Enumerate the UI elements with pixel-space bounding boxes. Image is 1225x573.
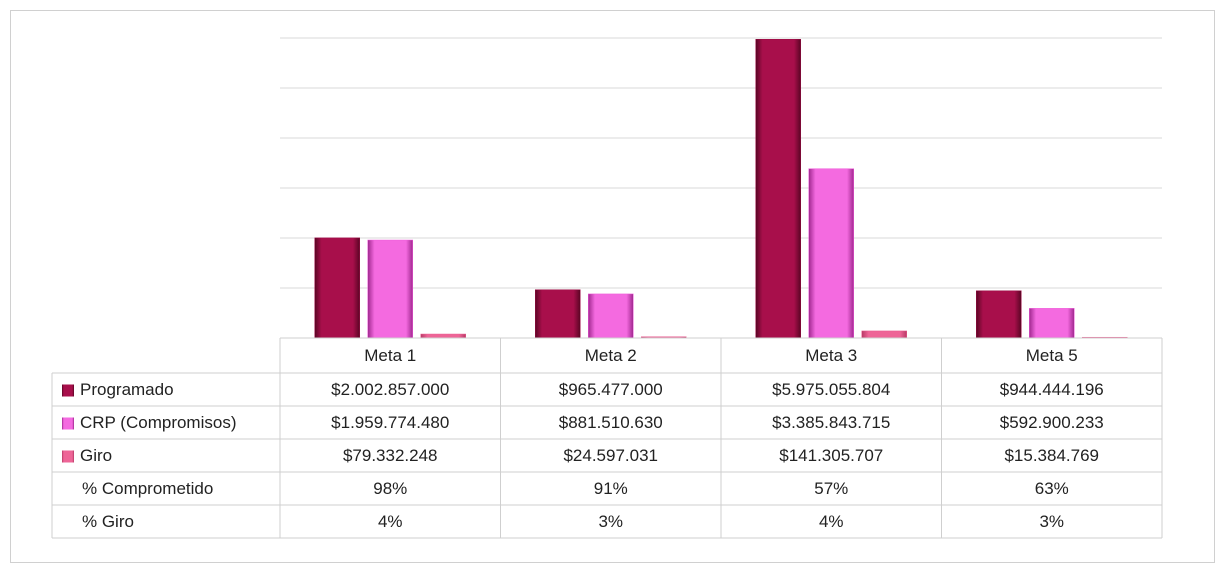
table-cell: $881.510.630 xyxy=(559,413,663,432)
table-cell: $2.002.857.000 xyxy=(331,380,449,399)
x-tick-label: Meta 3 xyxy=(805,346,857,365)
row-label: % Comprometido xyxy=(82,479,213,498)
table-cell: $965.477.000 xyxy=(559,380,663,399)
row-label: % Giro xyxy=(82,512,134,531)
table-cell: 3% xyxy=(598,512,623,531)
table-cell: $79.332.248 xyxy=(343,446,438,465)
table-cell: $24.597.031 xyxy=(563,446,658,465)
bar xyxy=(588,293,634,339)
table-cell: $5.975.055.804 xyxy=(772,380,890,399)
x-tick-label: Meta 1 xyxy=(364,346,416,365)
table-cell: $592.900.233 xyxy=(1000,413,1104,432)
legend-label: Programado xyxy=(80,380,174,399)
chart-border xyxy=(10,10,1215,563)
legend-key xyxy=(62,417,74,430)
bar xyxy=(420,333,466,339)
table-cell: 63% xyxy=(1035,479,1069,498)
bar xyxy=(755,38,801,339)
legend-key xyxy=(62,450,74,463)
bar xyxy=(1029,308,1075,339)
legend-label: Giro xyxy=(80,446,112,465)
table-cell: 57% xyxy=(814,479,848,498)
bar xyxy=(314,237,360,339)
table-cell: $1.959.774.480 xyxy=(331,413,449,432)
table-cell: 98% xyxy=(373,479,407,498)
table-cell: $3.385.843.715 xyxy=(772,413,890,432)
table-cell: 91% xyxy=(594,479,628,498)
table-cell: $141.305.707 xyxy=(779,446,883,465)
bar xyxy=(367,239,413,339)
legend-label: CRP (Compromisos) xyxy=(80,413,237,432)
table-cell: $15.384.769 xyxy=(1004,446,1099,465)
x-tick-label: Meta 5 xyxy=(1026,346,1078,365)
bar xyxy=(976,290,1022,339)
table-cell: 4% xyxy=(378,512,403,531)
bar xyxy=(808,168,854,339)
bar xyxy=(861,330,907,339)
legend-key xyxy=(62,384,74,397)
table-cell: $944.444.196 xyxy=(1000,380,1104,399)
x-tick-label: Meta 2 xyxy=(585,346,637,365)
table-cell: 3% xyxy=(1039,512,1064,531)
bar xyxy=(535,289,581,339)
table-cell: 4% xyxy=(819,512,844,531)
